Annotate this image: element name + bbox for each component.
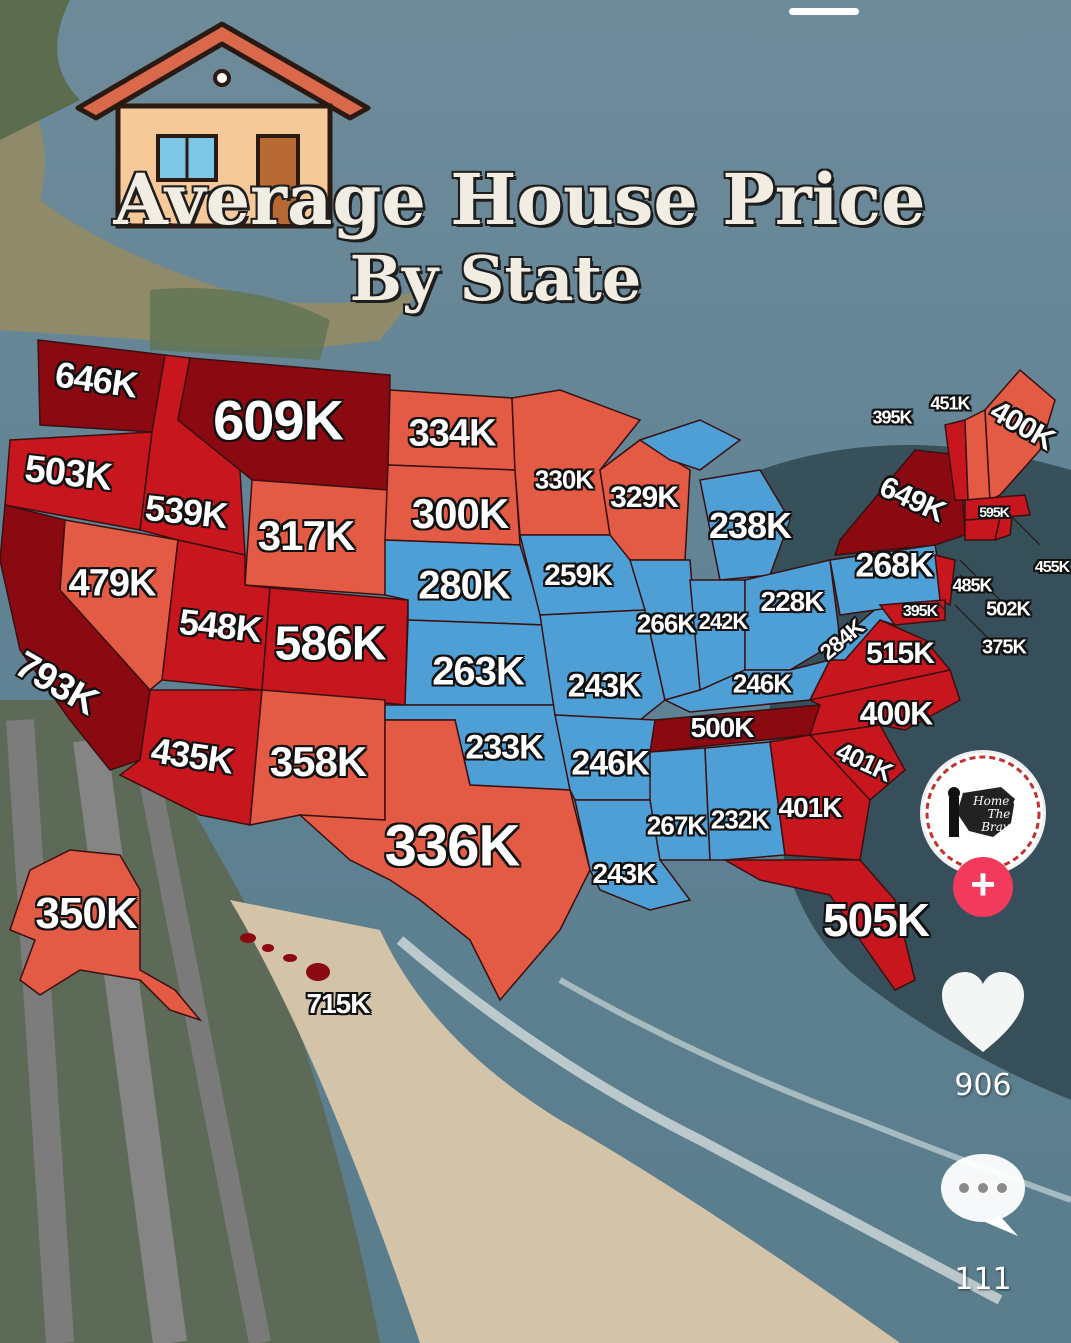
state-label: 266K bbox=[636, 608, 696, 639]
state-label: 500K bbox=[690, 712, 755, 743]
state-label: 609K bbox=[213, 388, 344, 452]
like-count: 906 bbox=[954, 1068, 1012, 1103]
like-button[interactable] bbox=[938, 968, 1028, 1058]
state-label: 539K bbox=[143, 486, 230, 537]
state-tx bbox=[297, 719, 591, 1002]
avatar-logo bbox=[925, 755, 1041, 871]
state-label: 246K bbox=[571, 744, 649, 783]
state-label: 548K bbox=[177, 600, 264, 651]
comment-count: 111 bbox=[954, 1262, 1012, 1297]
state-label: 358K bbox=[269, 738, 367, 785]
state-md bbox=[878, 599, 946, 626]
state-label: 329K bbox=[610, 481, 679, 514]
page-subtitle: By State bbox=[349, 242, 642, 315]
state-label: 300K bbox=[411, 490, 509, 537]
state-label: 502K bbox=[986, 598, 1031, 621]
state-ri bbox=[993, 517, 1013, 542]
state-label: 455K bbox=[1034, 559, 1070, 576]
state-ms bbox=[649, 747, 711, 861]
state-ky bbox=[662, 658, 832, 713]
state-fl bbox=[722, 859, 916, 991]
state-mi-up bbox=[638, 419, 742, 471]
state-label: 505K bbox=[823, 894, 930, 946]
state-label: 479K bbox=[68, 562, 157, 605]
state-label: 330K bbox=[534, 464, 594, 495]
state-label: 243K bbox=[567, 667, 641, 704]
state-label: 395K bbox=[902, 603, 938, 620]
state-label: 334K bbox=[408, 412, 497, 455]
state-label: 401K bbox=[778, 792, 843, 823]
state-label: 395K bbox=[872, 407, 912, 428]
state-label: 400K bbox=[859, 695, 933, 732]
state-label: 233K bbox=[465, 728, 543, 767]
state-ct bbox=[964, 517, 1001, 541]
state-ga bbox=[769, 734, 871, 861]
follow-button[interactable]: + bbox=[953, 857, 1013, 917]
state-label: 336K bbox=[384, 813, 521, 879]
state-oh bbox=[744, 559, 841, 671]
house-icon bbox=[75, 21, 371, 229]
creator-avatar[interactable]: Home of The Brave bbox=[920, 750, 1046, 876]
heart-icon bbox=[942, 972, 1024, 1052]
state-mo bbox=[539, 609, 666, 721]
state-label: 715K bbox=[306, 988, 371, 1019]
state-label: 238K bbox=[708, 505, 792, 546]
state-label: 595K bbox=[979, 504, 1009, 520]
state-label: 268K bbox=[855, 546, 933, 585]
state-label: 228K bbox=[760, 586, 825, 617]
state-label: 586K bbox=[274, 617, 387, 671]
state-label: 246K bbox=[732, 668, 792, 699]
state-label: 451K bbox=[930, 393, 970, 414]
state-label: 267K bbox=[646, 810, 706, 841]
status-bar-handle bbox=[789, 8, 859, 15]
state-label: 317K bbox=[257, 512, 355, 559]
state-al bbox=[704, 741, 786, 861]
state-label: 350K bbox=[35, 889, 137, 938]
state-nc bbox=[807, 669, 961, 736]
avatar-text: Home of The Brave bbox=[973, 794, 1025, 834]
state-ak bbox=[9, 849, 203, 1022]
state-label: 263K bbox=[432, 649, 525, 694]
state-label: 232K bbox=[710, 804, 770, 835]
comment-button[interactable] bbox=[938, 1150, 1028, 1240]
state-label: 375K bbox=[982, 636, 1027, 659]
page-title: Average House Price bbox=[113, 158, 926, 241]
state-mi bbox=[699, 469, 791, 581]
comment-icon bbox=[941, 1154, 1025, 1236]
state-label: 485K bbox=[952, 575, 992, 596]
state-label: 280K bbox=[418, 563, 511, 608]
state-ma bbox=[964, 494, 1031, 521]
state-label: 503K bbox=[22, 448, 114, 499]
state-label: 243K bbox=[592, 858, 657, 889]
state-label: 242K bbox=[698, 609, 749, 634]
state-label: 515K bbox=[866, 637, 935, 670]
state-label: 259K bbox=[544, 559, 613, 592]
state-nj bbox=[934, 554, 956, 607]
state-nv bbox=[59, 519, 179, 692]
state-hi bbox=[240, 933, 330, 981]
